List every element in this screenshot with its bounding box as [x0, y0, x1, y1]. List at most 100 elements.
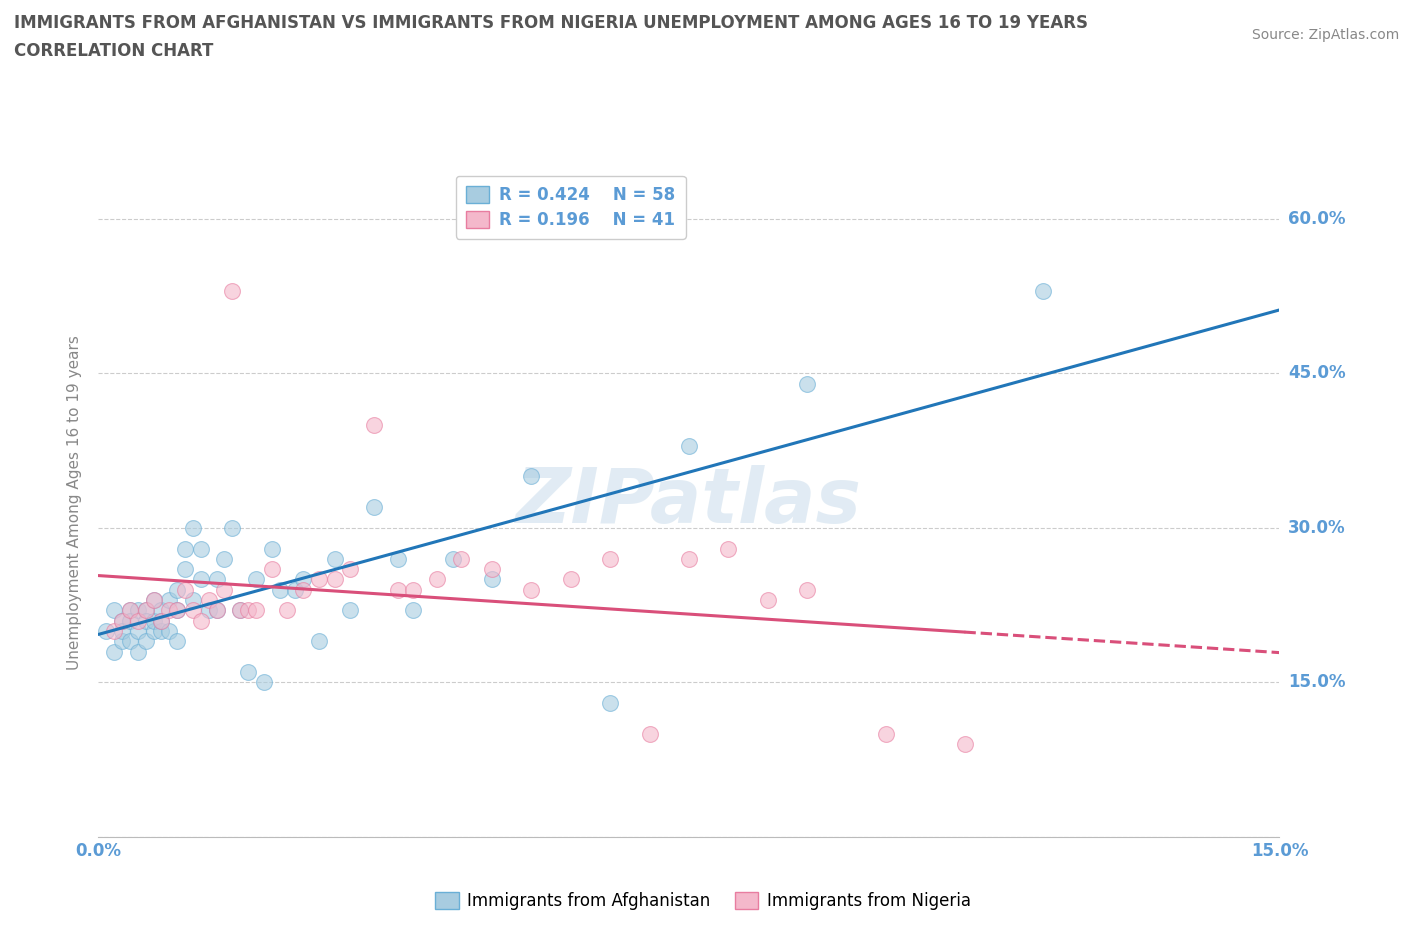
- Point: [190, 572, 212, 587]
- Point: [260, 562, 283, 577]
- Point: [111, 634, 134, 649]
- Point: [214, 582, 236, 597]
- Point: [678, 438, 700, 453]
- Point: [190, 541, 212, 556]
- Point: [481, 562, 503, 577]
- Point: [260, 541, 283, 556]
- Point: [284, 582, 307, 597]
- Point: [245, 572, 267, 587]
- Point: [103, 623, 125, 638]
- Point: [166, 582, 188, 597]
- Text: 15.0%: 15.0%: [1288, 673, 1346, 692]
- Point: [181, 521, 204, 536]
- Point: [166, 634, 188, 649]
- Point: [142, 592, 165, 607]
- Point: [450, 551, 472, 566]
- Point: [253, 675, 276, 690]
- Point: [118, 634, 141, 649]
- Point: [127, 613, 149, 628]
- Point: [520, 582, 543, 597]
- Point: [181, 603, 204, 618]
- Point: [150, 613, 173, 628]
- Point: [599, 696, 621, 711]
- Point: [221, 521, 243, 536]
- Point: [269, 582, 291, 597]
- Point: [953, 737, 976, 751]
- Point: [142, 623, 165, 638]
- Point: [142, 592, 165, 607]
- Point: [599, 551, 621, 566]
- Text: 60.0%: 60.0%: [1288, 210, 1346, 228]
- Point: [103, 644, 125, 659]
- Text: 30.0%: 30.0%: [1288, 519, 1346, 537]
- Point: [796, 377, 818, 392]
- Point: [135, 613, 157, 628]
- Point: [157, 603, 180, 618]
- Point: [402, 603, 425, 618]
- Point: [756, 592, 779, 607]
- Point: [150, 603, 173, 618]
- Point: [118, 613, 141, 628]
- Legend: Immigrants from Afghanistan, Immigrants from Nigeria: Immigrants from Afghanistan, Immigrants …: [429, 885, 977, 917]
- Point: [118, 603, 141, 618]
- Point: [796, 582, 818, 597]
- Point: [339, 562, 361, 577]
- Point: [339, 603, 361, 618]
- Point: [363, 418, 385, 432]
- Point: [181, 592, 204, 607]
- Point: [426, 572, 449, 587]
- Point: [292, 572, 315, 587]
- Point: [205, 572, 228, 587]
- Point: [236, 603, 259, 618]
- Point: [197, 603, 219, 618]
- Point: [678, 551, 700, 566]
- Point: [127, 644, 149, 659]
- Legend: R = 0.424    N = 58, R = 0.196    N = 41: R = 0.424 N = 58, R = 0.196 N = 41: [456, 176, 686, 239]
- Point: [236, 665, 259, 680]
- Point: [221, 284, 243, 299]
- Point: [387, 551, 409, 566]
- Text: CORRELATION CHART: CORRELATION CHART: [14, 42, 214, 60]
- Point: [441, 551, 464, 566]
- Point: [174, 582, 197, 597]
- Point: [142, 613, 165, 628]
- Point: [103, 603, 125, 618]
- Point: [717, 541, 740, 556]
- Point: [638, 726, 661, 741]
- Point: [402, 582, 425, 597]
- Point: [96, 623, 118, 638]
- Point: [1032, 284, 1054, 299]
- Point: [190, 613, 212, 628]
- Point: [205, 603, 228, 618]
- Point: [229, 603, 252, 618]
- Point: [118, 603, 141, 618]
- Point: [214, 551, 236, 566]
- Point: [520, 469, 543, 484]
- Point: [205, 603, 228, 618]
- Point: [323, 551, 346, 566]
- Point: [197, 592, 219, 607]
- Point: [111, 613, 134, 628]
- Point: [135, 634, 157, 649]
- Point: [127, 603, 149, 618]
- Point: [157, 592, 180, 607]
- Point: [229, 603, 252, 618]
- Point: [111, 623, 134, 638]
- Point: [481, 572, 503, 587]
- Point: [135, 603, 157, 618]
- Point: [560, 572, 582, 587]
- Point: [166, 603, 188, 618]
- Text: IMMIGRANTS FROM AFGHANISTAN VS IMMIGRANTS FROM NIGERIA UNEMPLOYMENT AMONG AGES 1: IMMIGRANTS FROM AFGHANISTAN VS IMMIGRANT…: [14, 14, 1088, 32]
- Text: ZIPatlas: ZIPatlas: [516, 465, 862, 539]
- Point: [387, 582, 409, 597]
- Point: [363, 500, 385, 515]
- Point: [166, 603, 188, 618]
- Point: [157, 623, 180, 638]
- Text: 45.0%: 45.0%: [1288, 365, 1346, 382]
- Point: [308, 634, 330, 649]
- Point: [245, 603, 267, 618]
- Point: [276, 603, 298, 618]
- Text: Source: ZipAtlas.com: Source: ZipAtlas.com: [1251, 28, 1399, 42]
- Point: [875, 726, 897, 741]
- Point: [174, 562, 197, 577]
